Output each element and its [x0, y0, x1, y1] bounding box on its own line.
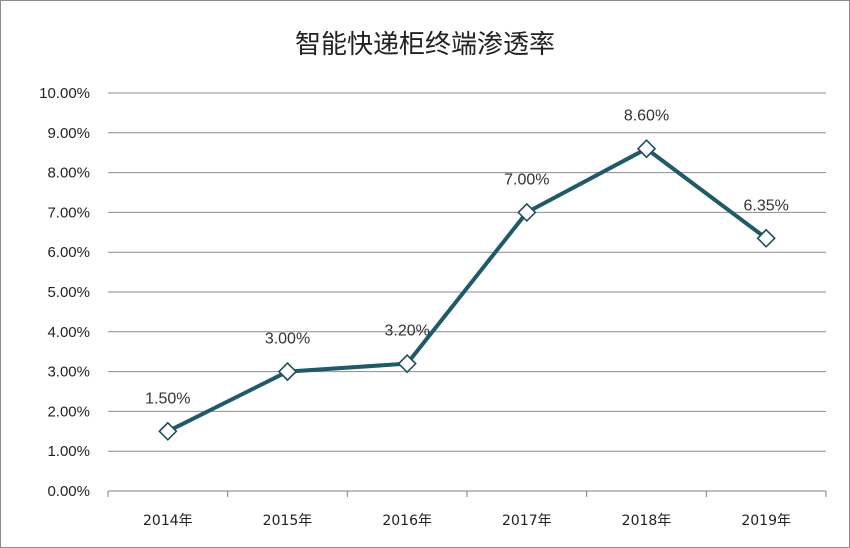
data-label: 7.00%: [504, 171, 549, 188]
data-labels: 1.50% 3.00% 3.20% 7.00% 8.60% 6.35%: [145, 108, 789, 408]
x-tick-label: 2017年: [502, 513, 552, 529]
y-tick-label: 10.00%: [39, 85, 90, 102]
y-tick-label: 4.00%: [47, 324, 90, 341]
y-tick-label: 1.00%: [47, 443, 90, 460]
gridlines: [108, 92, 826, 492]
data-point-marker: [517, 202, 537, 223]
x-tick-label: 2019年: [741, 513, 791, 529]
y-tick-label: 2.00%: [47, 403, 90, 420]
x-tick-label: 2016年: [382, 513, 432, 529]
data-point-marker: [756, 228, 776, 248]
x-axis-ticks: 2014年 2015年 2016年 2017年 2018年 2019年: [107, 491, 827, 529]
y-tick-label: 7.00%: [47, 204, 90, 221]
series-line: [158, 139, 776, 441]
data-point-marker: [277, 361, 298, 382]
x-tick-label: 2014年: [143, 513, 193, 529]
data-point-marker: [636, 139, 657, 159]
data-point-marker: [397, 354, 417, 374]
y-tick-label: 9.00%: [47, 125, 90, 142]
chart-title: 智能快递柜终端渗透率: [295, 30, 555, 60]
data-point-marker: [158, 421, 178, 441]
x-tick-label: 2015年: [263, 513, 313, 529]
y-axis-ticks: 0.00% 1.00% 2.00% 3.00% 4.00% 5.00% 6.00% 7.00%…: [39, 85, 90, 500]
data-label: 6.35%: [743, 197, 788, 214]
data-label: 3.20%: [384, 323, 429, 340]
y-tick-label: 8.00%: [47, 165, 90, 182]
series-path: [166, 146, 768, 434]
data-label: 3.00%: [265, 331, 310, 348]
x-tick-label: 2018年: [622, 513, 672, 529]
data-label: 8.60%: [624, 108, 669, 125]
y-tick-label: 3.00%: [47, 364, 90, 381]
y-tick-label: 5.00%: [47, 284, 90, 301]
y-tick-label: 6.00%: [47, 244, 90, 261]
y-tick-label: 0.00%: [47, 483, 90, 500]
data-label: 1.50%: [145, 390, 190, 407]
